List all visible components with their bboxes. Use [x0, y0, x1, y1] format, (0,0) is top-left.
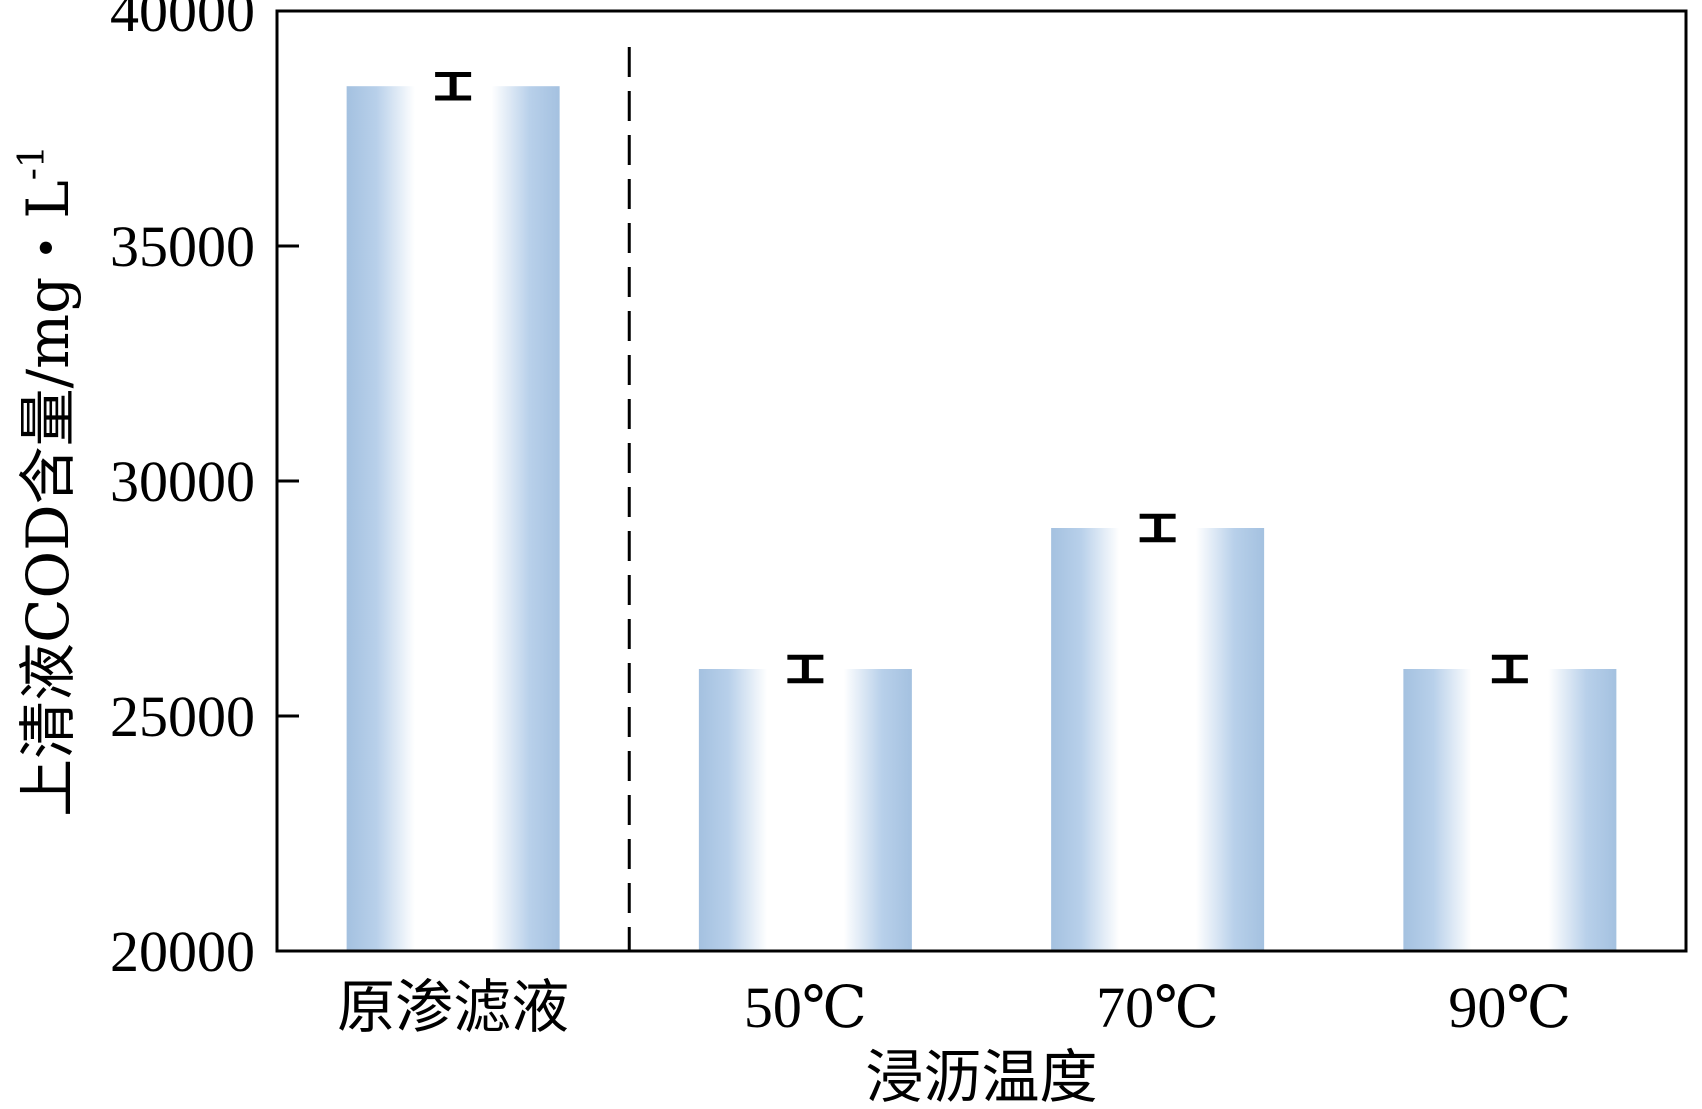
- error-bar-0: [435, 71, 472, 101]
- x-tick-label-2: 70℃: [1096, 975, 1219, 1040]
- error-bar-1: [787, 654, 824, 684]
- y-tick-label-0: 20000: [110, 919, 255, 984]
- y-tick-label-4: 40000: [110, 0, 255, 44]
- y-tick-label-1: 25000: [110, 684, 255, 749]
- bar-2: [1051, 528, 1265, 951]
- y-tick-label-2: 30000: [110, 449, 255, 514]
- error-bar-3: [1491, 654, 1528, 684]
- error-bar-2: [1139, 513, 1176, 543]
- x-tick-label-0: 原渗滤液: [337, 975, 569, 1040]
- y-axis-title-superscript: -1: [12, 145, 53, 180]
- y-axis-title: 上清液COD含量/mg・L-1: [12, 145, 82, 817]
- bar-1: [698, 669, 912, 951]
- x-axis-title: 浸沥温度: [865, 1043, 1097, 1109]
- x-tick-label-3: 90℃: [1448, 975, 1571, 1040]
- y-axis-title-main: 上清液COD含量/mg・L: [14, 180, 82, 817]
- x-tick-label-1: 50℃: [744, 975, 867, 1040]
- bar-0: [346, 86, 560, 951]
- y-tick-label-3: 35000: [110, 214, 255, 279]
- bar-3: [1403, 669, 1617, 951]
- plot-frame: [275, 9, 1688, 953]
